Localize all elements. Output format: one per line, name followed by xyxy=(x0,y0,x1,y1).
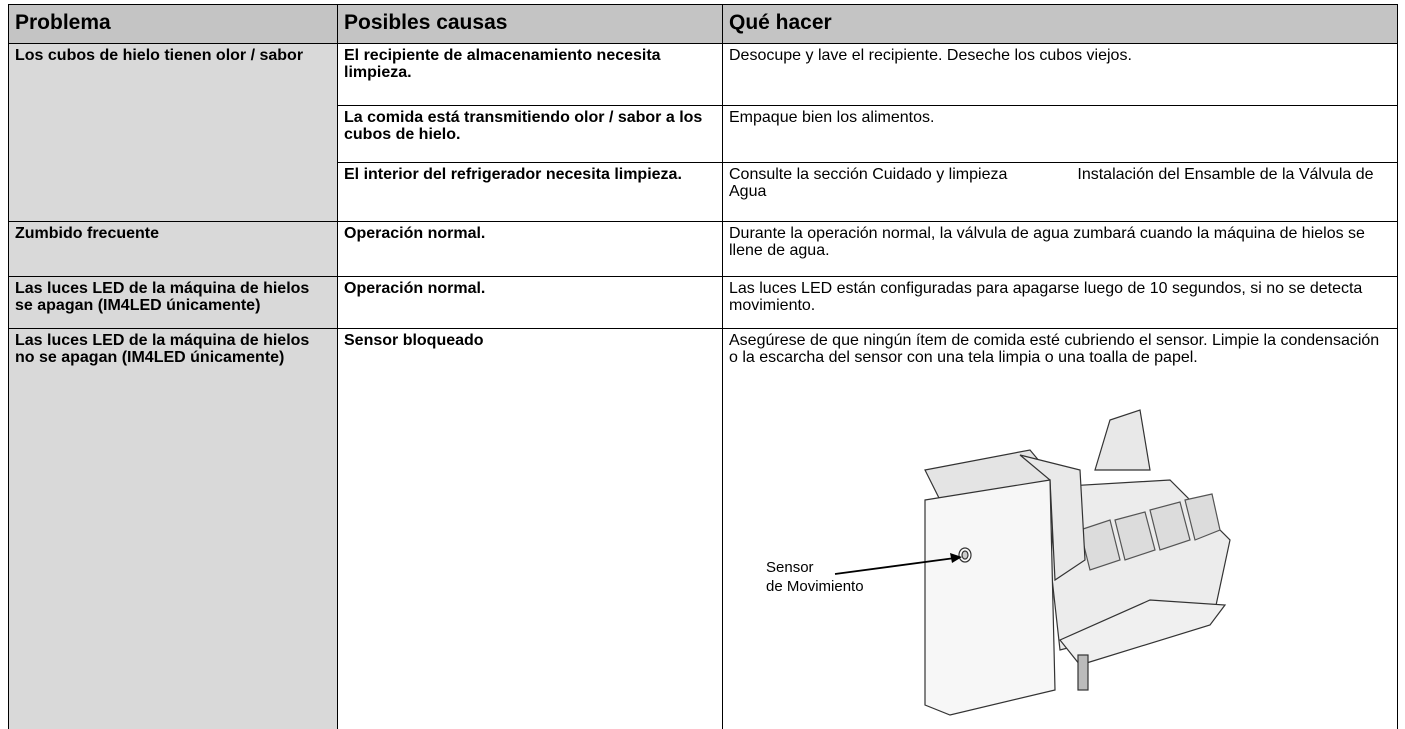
problem: Los cubos de hielo tienen olor / sabor xyxy=(8,43,338,222)
problem: Zumbido frecuente xyxy=(8,221,338,277)
troubleshooting-table: Problema Posibles causas Qué hacer Los c… xyxy=(8,4,1398,729)
arrow-head xyxy=(950,553,962,563)
row: Las luces LED de la máquina de hielos se… xyxy=(8,276,1398,329)
action-link: Instalación del Ensamble de la Válvula d… xyxy=(729,166,1374,200)
action: Durante la operación normal, la válvula … xyxy=(722,221,1398,277)
cause: El recipiente de almacenamiento necesita… xyxy=(337,43,723,106)
figure-label: Sensor xyxy=(766,559,814,576)
ice-maker xyxy=(924,409,1231,716)
arrow xyxy=(834,557,956,575)
action: Desocupe y lave el recipiente. Deseche l… xyxy=(722,43,1398,106)
header-row: Problema Posibles causas Qué hacer xyxy=(8,4,1398,44)
figure-label: de Movimiento xyxy=(766,578,864,595)
action: Las luces LED están configuradas para ap… xyxy=(722,276,1398,329)
action: Empaque bien los alimentos. xyxy=(722,105,1398,163)
cause: Sensor bloqueado xyxy=(337,328,723,729)
row: Las luces LED de la máquina de hielos no… xyxy=(8,328,1398,729)
header-cell: Problema xyxy=(8,4,338,44)
cause: Operación normal. xyxy=(337,221,723,277)
action-text: Consulte la sección Cuidado y limpieza xyxy=(729,166,1008,183)
row: Zumbido frecuente Operación normal. Dura… xyxy=(8,221,1398,277)
problem: Las luces LED de la máquina de hielos se… xyxy=(8,276,338,329)
row: Los cubos de hielo tienen olor / sabor E… xyxy=(8,43,1398,222)
cause: Operación normal. xyxy=(337,276,723,329)
problem: Las luces LED de la máquina de hielos no… xyxy=(8,328,338,729)
